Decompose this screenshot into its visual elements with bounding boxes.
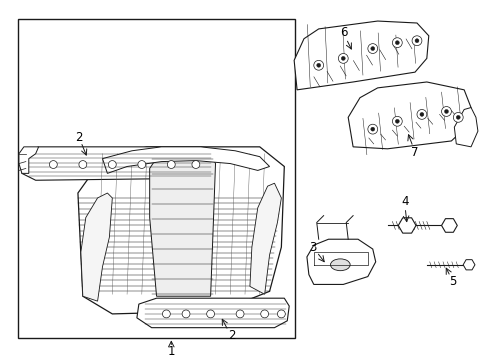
Polygon shape — [250, 183, 281, 294]
Circle shape — [339, 54, 348, 63]
Circle shape — [371, 46, 375, 50]
Circle shape — [182, 310, 190, 318]
Bar — [18, 19, 295, 338]
Polygon shape — [78, 147, 284, 314]
Circle shape — [192, 161, 200, 168]
Text: 1: 1 — [168, 345, 175, 358]
Text: 2: 2 — [75, 131, 83, 144]
Circle shape — [207, 310, 215, 318]
Circle shape — [420, 112, 424, 116]
Circle shape — [168, 161, 175, 168]
Circle shape — [79, 161, 87, 168]
Circle shape — [163, 310, 171, 318]
Ellipse shape — [330, 259, 350, 271]
Polygon shape — [348, 82, 471, 149]
Polygon shape — [102, 147, 270, 174]
Polygon shape — [463, 260, 475, 270]
Circle shape — [236, 310, 244, 318]
Polygon shape — [19, 147, 39, 174]
Circle shape — [108, 161, 116, 168]
Circle shape — [395, 119, 399, 123]
Circle shape — [138, 161, 146, 168]
Circle shape — [395, 41, 399, 45]
Circle shape — [261, 310, 269, 318]
Polygon shape — [22, 147, 216, 180]
Polygon shape — [149, 151, 216, 296]
Text: 6: 6 — [341, 26, 348, 39]
Circle shape — [415, 39, 419, 43]
Text: 3: 3 — [309, 240, 317, 253]
Text: 2: 2 — [228, 329, 236, 342]
Circle shape — [441, 107, 451, 116]
Text: 5: 5 — [449, 275, 456, 288]
Circle shape — [412, 36, 422, 46]
Polygon shape — [294, 21, 429, 90]
Circle shape — [371, 127, 375, 131]
Circle shape — [368, 44, 378, 54]
Text: 7: 7 — [411, 146, 419, 159]
Circle shape — [317, 63, 320, 67]
Polygon shape — [454, 108, 478, 147]
Circle shape — [392, 38, 402, 48]
Circle shape — [456, 116, 460, 119]
Circle shape — [392, 116, 402, 126]
Polygon shape — [81, 193, 112, 301]
Circle shape — [417, 109, 427, 119]
Polygon shape — [137, 298, 289, 328]
Circle shape — [453, 112, 463, 122]
Circle shape — [314, 60, 323, 70]
Circle shape — [342, 57, 345, 60]
Circle shape — [444, 109, 448, 113]
Polygon shape — [441, 219, 457, 232]
Polygon shape — [398, 218, 416, 233]
Circle shape — [49, 161, 57, 168]
Circle shape — [368, 124, 378, 134]
Polygon shape — [307, 239, 376, 284]
Text: 4: 4 — [401, 195, 409, 208]
Circle shape — [277, 310, 285, 318]
